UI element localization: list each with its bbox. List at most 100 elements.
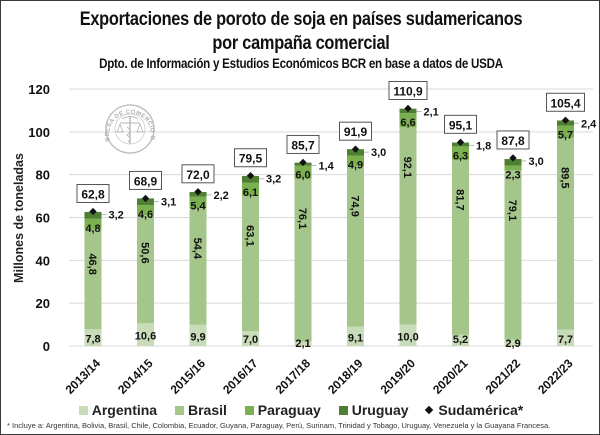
data-label-paraguay: 2,3 xyxy=(505,169,520,181)
bar-argentina xyxy=(84,329,102,346)
bar-paraguay xyxy=(347,155,364,167)
total-label-box xyxy=(234,148,267,168)
data-label-uruguay: 2,4 xyxy=(581,118,597,130)
data-label-brasil: 46,8 xyxy=(86,253,98,274)
total-diamond-marker xyxy=(351,145,360,153)
legend-item-argentina[interactable]: Argentina xyxy=(78,402,158,418)
total-diamond-marker xyxy=(456,138,465,147)
x-tick-label: 2015/16 xyxy=(168,356,209,397)
bar-brasil xyxy=(452,159,469,335)
chart-plot: BOLSA DE COMERCIO DE ROSARIO 0 20 40 60 80 10… xyxy=(1,1,597,397)
chart-subtitle: Dpto. de Información y Estudios Económic… xyxy=(99,56,503,71)
total-label-box xyxy=(76,184,110,204)
total-label-box xyxy=(546,92,585,112)
bar-brasil xyxy=(504,170,522,340)
x-tick-label: 2022/23 xyxy=(535,356,576,397)
data-label-paraguay: 6,3 xyxy=(453,150,468,162)
legend-swatch-argentina xyxy=(78,406,88,415)
data-label-brasil: 79,1 xyxy=(506,200,518,221)
legend-label: Paraguay xyxy=(257,402,321,418)
y-tick-label: 100 xyxy=(28,125,50,140)
x-tick-label: 2021/22 xyxy=(483,356,524,397)
total-label-box xyxy=(286,134,320,154)
total-label-box xyxy=(496,130,530,150)
total-label-box xyxy=(339,121,372,141)
bar-argentina xyxy=(557,329,574,346)
data-label-brasil: 54,4 xyxy=(191,238,203,260)
data-label-argentina: 5,2 xyxy=(453,334,468,346)
data-label-total: 110,9 xyxy=(393,84,423,98)
bar-brasil xyxy=(557,137,574,330)
total-diamond-marker xyxy=(246,172,255,180)
bar-argentina xyxy=(504,339,522,346)
bar-paraguay xyxy=(504,165,522,171)
diamond-marker-icon xyxy=(425,405,434,415)
data-labels: 7,8 46,8 4,8 3,2 62,8 10,6 50,6 4,6 3,168,9 9,9 54… xyxy=(76,80,597,350)
data-label-total: 95,1 xyxy=(449,118,473,132)
data-label-paraguay: 6,1 xyxy=(243,187,258,199)
data-label-uruguay: 2,1 xyxy=(424,106,439,118)
seal-text: BOLSA DE COMERCIO DE ROSARIO xyxy=(1,1,155,142)
bar-argentina xyxy=(242,331,259,346)
bar-brasil xyxy=(242,195,259,332)
bar-brasil xyxy=(84,229,102,330)
data-label-uruguay: 3,2 xyxy=(109,210,124,222)
data-label-paraguay: 6,0 xyxy=(295,170,310,182)
x-tick-label: 2013/14 xyxy=(63,356,104,397)
legend-item-sudamerica[interactable]: Sudamérica* xyxy=(425,402,524,418)
total-label-box xyxy=(181,164,215,184)
legend-item-uruguay[interactable]: Uruguay xyxy=(338,402,409,418)
data-label-brasil: 92,1 xyxy=(401,157,413,178)
data-label-paraguay: 5,7 xyxy=(558,130,573,142)
data-label-argentina: 7,7 xyxy=(558,334,573,346)
legend-label: Argentina xyxy=(91,402,158,418)
data-label-total: 105,4 xyxy=(550,96,580,110)
data-label-argentina: 2,1 xyxy=(295,338,310,350)
data-label-uruguay: 3,0 xyxy=(529,156,544,168)
data-label-brasil: 63,1 xyxy=(244,225,256,246)
bar-uruguay xyxy=(504,159,522,166)
total-diamond-marker xyxy=(299,158,307,167)
bar-brasil xyxy=(137,214,154,324)
data-label-argentina: 9,9 xyxy=(190,331,205,343)
bar-paraguay xyxy=(557,125,574,138)
legend-label: Sudamérica* xyxy=(438,402,524,418)
bar-argentina xyxy=(399,324,417,346)
y-tick-label: 120 xyxy=(28,82,50,97)
data-label-paraguay: 4,6 xyxy=(138,209,153,221)
legend-swatch-uruguay xyxy=(338,406,348,415)
x-tick-label: 2016/17 xyxy=(220,356,261,397)
bar-brasil xyxy=(189,208,207,325)
footnote: * Incluye a: Argentina, Bolivia, Brasil,… xyxy=(7,421,551,430)
data-label-argentina: 10,6 xyxy=(135,331,156,343)
x-tick-label: 2014/15 xyxy=(115,356,156,397)
legend-swatch-paraguay xyxy=(244,406,254,415)
y-tick-label: 60 xyxy=(36,211,50,226)
bar-brasil xyxy=(347,166,364,327)
y-tick-label: 40 xyxy=(36,253,50,268)
bar-paraguay xyxy=(137,205,154,215)
bar-paraguay xyxy=(189,196,207,209)
data-label-brasil: 76,1 xyxy=(296,208,308,229)
legend-label: Brasil xyxy=(187,402,227,418)
data-label-paraguay: 4,9 xyxy=(348,160,363,172)
data-label-brasil: 74,9 xyxy=(349,195,361,216)
x-tick-label: 2020/21 xyxy=(430,356,471,397)
bar-argentina xyxy=(137,323,154,346)
bar-argentina xyxy=(189,324,207,346)
total-diamond-marker xyxy=(404,104,412,113)
x-tick-label: 2019/20 xyxy=(378,356,419,397)
data-label-argentina: 9,1 xyxy=(348,332,363,344)
legend-item-paraguay[interactable]: Paraguay xyxy=(244,402,321,418)
bar-paraguay xyxy=(452,146,469,160)
bar-argentina xyxy=(294,341,312,346)
total-label-box xyxy=(388,80,428,100)
y-tick-label: 0 xyxy=(43,339,50,354)
x-tick-label: 2017/18 xyxy=(273,356,314,397)
data-label-uruguay: 2,2 xyxy=(214,190,229,202)
data-label-uruguay: 3,2 xyxy=(266,174,281,186)
svg-text:BOLSA DE COMERCIO DE ROSARIO: BOLSA DE COMERCIO DE ROSARIO xyxy=(1,1,155,142)
legend-item-brasil[interactable]: Brasil xyxy=(174,402,227,418)
x-tick-label: 2018/19 xyxy=(325,356,366,397)
